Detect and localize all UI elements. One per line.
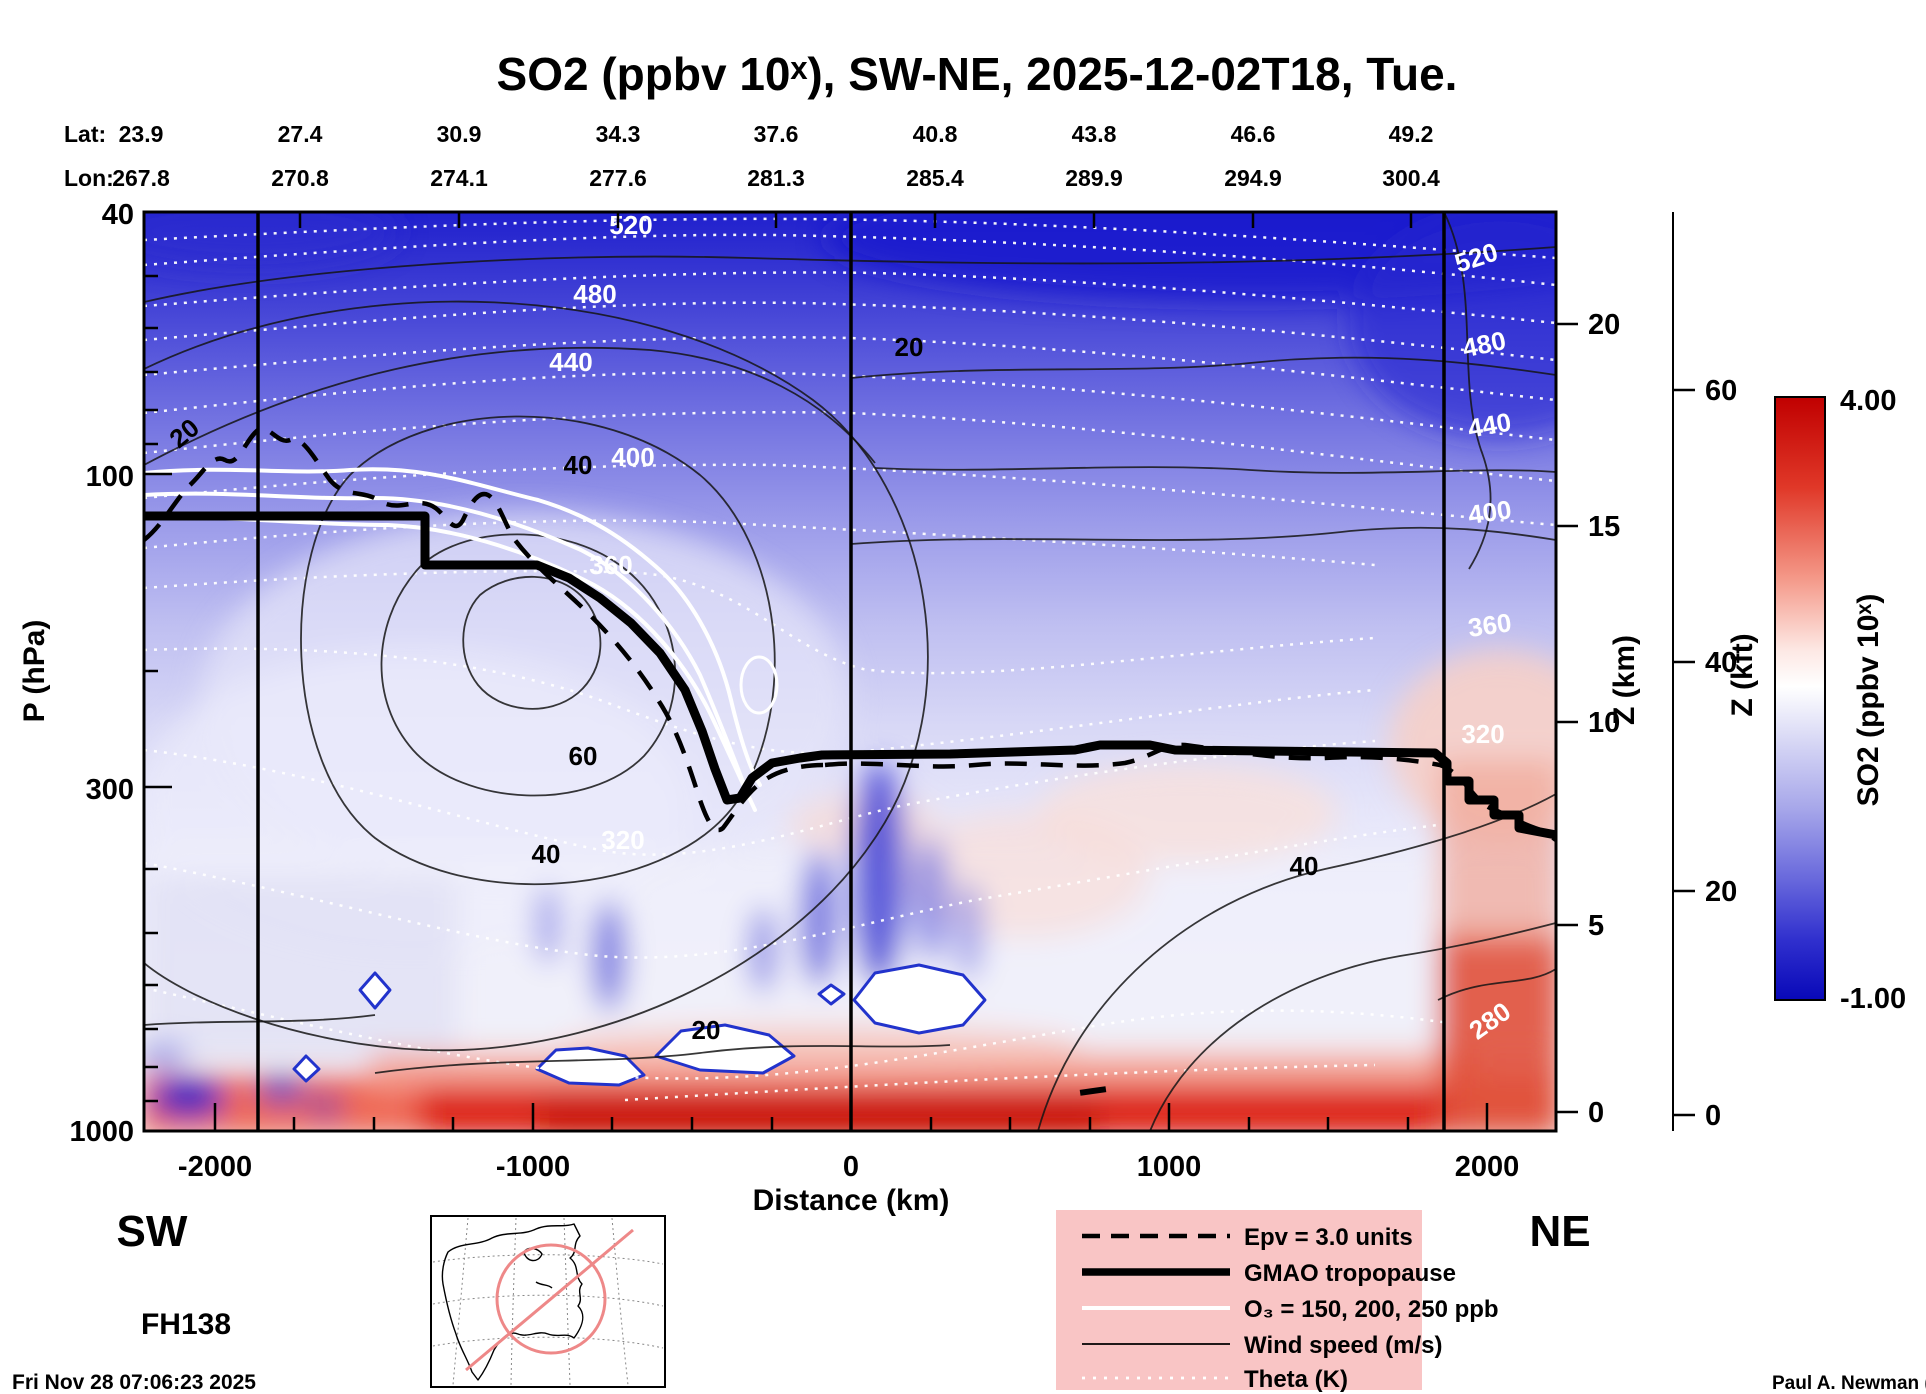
lon-tick-label: 274.1 — [430, 165, 488, 191]
altitude-km-axis: 20 15 10 5 0 Z (km) — [1588, 309, 1641, 1129]
zkft-tick-label: 60 — [1705, 375, 1737, 407]
map-section-path — [465, 1228, 634, 1372]
colorbar-gradient — [1774, 396, 1826, 1001]
epv-line — [144, 426, 1556, 842]
corner-label-ne: NE — [1529, 1207, 1590, 1256]
p-tick-label: 100 — [86, 461, 134, 493]
wind-label: 40 — [532, 839, 561, 869]
wind-label: 40 — [1290, 851, 1319, 881]
map-section-circle — [495, 1243, 607, 1355]
p-tick-label: 40 — [102, 199, 134, 231]
x-tick-label: -1000 — [496, 1151, 570, 1183]
theta-label: 320 — [601, 825, 644, 855]
x-tick-label: -2000 — [178, 1151, 252, 1183]
lat-tick-label: 23.9 — [119, 121, 164, 147]
theta-label: 480 — [573, 279, 616, 309]
contour-labels: 520 480 440 400 360 320 520 480 440 400 … — [163, 210, 1516, 1045]
lon-tick-label: 294.9 — [1224, 165, 1282, 191]
theta-label: 360 — [589, 550, 632, 580]
lon-tick-label: 285.4 — [906, 165, 964, 191]
section-boundary-lines — [256, 212, 1446, 1131]
x-tick-label: 0 — [843, 1151, 859, 1183]
theta-label: 320 — [1461, 719, 1504, 749]
forecast-hour-label: FH138 — [141, 1308, 231, 1341]
zkft-tick-label: 20 — [1705, 876, 1737, 908]
legend-item-label: Wind speed (m/s) — [1244, 1332, 1442, 1359]
top-axis-labels: Lat: Lon: 23.9 27.4 30.9 34.3 37.6 40.8 … — [64, 121, 1440, 191]
lat-tick-label: 34.3 — [596, 121, 641, 147]
theta-label: 360 — [1466, 607, 1513, 643]
wind-label: 60 — [569, 741, 598, 771]
zkm-tick-label: 15 — [1588, 511, 1620, 543]
cloud-pockets — [292, 963, 987, 1087]
zkft-tick-label: 0 — [1705, 1100, 1721, 1132]
lat-tick-label: 49.2 — [1389, 121, 1434, 147]
zkft-tick-label: 40 — [1705, 647, 1737, 679]
bottom-axis-title: Distance (km) — [753, 1184, 950, 1217]
colorbar-min-label: -1.00 — [1840, 983, 1906, 1015]
lat-tick-label: 27.4 — [278, 121, 323, 147]
lon-prefix: Lon: — [64, 165, 114, 191]
p-tick-label: 300 — [86, 774, 134, 806]
lon-tick-label: 270.8 — [271, 165, 329, 191]
theta-label: 520 — [609, 210, 652, 240]
theta-contours — [144, 217, 1556, 1102]
left-axis: 40 100 300 1000 P (hPa) — [18, 199, 134, 1148]
lat-tick-label: 37.6 — [754, 121, 799, 147]
zkm-tick-label: 5 — [1588, 910, 1604, 942]
x-tick-label: 1000 — [1137, 1151, 1202, 1183]
theta-label: 440 — [1465, 407, 1513, 444]
lon-tick-label: 281.3 — [747, 165, 805, 191]
wind-label: 20 — [692, 1015, 721, 1045]
legend-item-label: Theta (K) — [1244, 1366, 1348, 1393]
surface-mark — [1079, 1086, 1107, 1096]
colorbar-title: SO2 (ppbv 10ˣ) — [1852, 594, 1885, 807]
lon-tick-label: 289.9 — [1065, 165, 1123, 191]
inset-map — [430, 1215, 666, 1388]
theta-label: 440 — [549, 347, 592, 377]
axis-ticks — [144, 212, 1578, 1131]
lat-prefix: Lat: — [64, 121, 106, 147]
wind-label: 20 — [895, 332, 924, 362]
p-tick-label: 1000 — [69, 1116, 134, 1148]
altitude-kft-axis: 60 40 20 0 Z (kft) — [1672, 212, 1759, 1132]
wind-label: 40 — [564, 450, 593, 480]
colorbar: 4.00 -1.00 SO2 (ppbv 10ˣ) — [1774, 385, 1906, 1015]
zkm-tick-label: 0 — [1588, 1097, 1604, 1129]
page-title: SO2 (ppbv 10ˣ), SW-NE, 2025-12-02T18, Tu… — [497, 48, 1458, 100]
theta-label: 400 — [1466, 494, 1513, 530]
zkm-axis-title: Z (km) — [1608, 635, 1641, 725]
lat-tick-label: 40.8 — [913, 121, 958, 147]
legend-item-label: O₃ = 150, 200, 250 ppb — [1244, 1296, 1499, 1323]
lon-tick-label: 300.4 — [1382, 165, 1440, 191]
so2-field — [144, 212, 1556, 1131]
lon-tick-label: 277.6 — [589, 165, 647, 191]
timestamp: Fri Nov 28 07:06:23 2025 — [12, 1371, 256, 1394]
corner-label-sw: SW — [117, 1207, 188, 1256]
x-tick-label: 2000 — [1455, 1151, 1520, 1183]
colorbar-max-label: 4.00 — [1840, 385, 1896, 417]
legend-panel — [1056, 1210, 1422, 1390]
tropopause-line — [144, 511, 1556, 840]
lon-tick-label: 267.8 — [112, 165, 170, 191]
lat-tick-label: 43.8 — [1072, 121, 1117, 147]
legend-item-label: Epv = 3.0 units — [1244, 1224, 1413, 1251]
legend: Epv = 3.0 units GMAO tropopause O₃ = 150… — [1056, 1210, 1499, 1393]
zkft-axis-title: Z (kft) — [1726, 633, 1759, 716]
credit: Paul A. Newman (NASA — [1772, 1373, 1926, 1394]
left-axis-title: P (hPa) — [18, 620, 51, 723]
zkm-tick-label: 20 — [1588, 309, 1620, 341]
lat-tick-label: 30.9 — [437, 121, 482, 147]
zkm-tick-label: 10 — [1588, 707, 1620, 739]
theta-label: 400 — [611, 442, 654, 472]
bottom-axis: -2000 -1000 0 1000 2000 Distance (km) — [178, 1151, 1519, 1217]
legend-item-label: GMAO tropopause — [1244, 1260, 1456, 1287]
ozone-contours — [144, 467, 779, 812]
lat-tick-label: 46.6 — [1231, 121, 1276, 147]
